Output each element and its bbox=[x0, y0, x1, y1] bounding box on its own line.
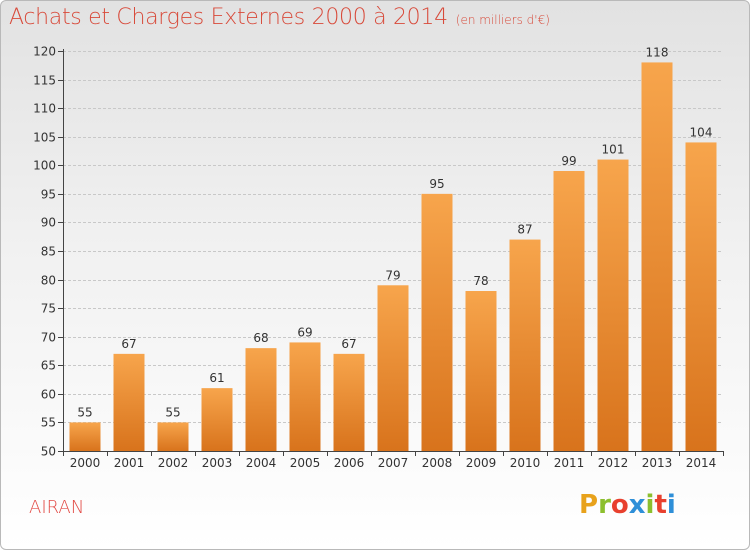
bar bbox=[421, 193, 453, 451]
logo-letter: t bbox=[654, 490, 667, 520]
x-tick-label: 2009 bbox=[466, 456, 497, 470]
chart-unit: (en milliers d'€) bbox=[455, 13, 550, 27]
data-label: 79 bbox=[385, 268, 400, 282]
bar bbox=[509, 239, 541, 451]
logo-letter: r bbox=[598, 490, 611, 520]
bar bbox=[289, 342, 321, 451]
y-tick-label: 75 bbox=[41, 302, 56, 316]
y-tick-label: 50 bbox=[41, 445, 56, 459]
x-tick-label: 2001 bbox=[114, 456, 145, 470]
x-tick-label: 2007 bbox=[378, 456, 409, 470]
x-tick-label: 2014 bbox=[686, 456, 717, 470]
x-tick-label: 2011 bbox=[554, 456, 585, 470]
data-label: 67 bbox=[121, 337, 136, 351]
data-label: 118 bbox=[646, 45, 669, 59]
y-tick-label: 100 bbox=[33, 159, 56, 173]
y-tick-label: 95 bbox=[41, 188, 56, 202]
data-label: 99 bbox=[561, 154, 576, 168]
y-tick-label: 70 bbox=[41, 331, 56, 345]
bar bbox=[597, 159, 629, 452]
logo-letter: i bbox=[645, 490, 655, 520]
data-label: 87 bbox=[517, 223, 532, 237]
x-tick-label: 2010 bbox=[510, 456, 541, 470]
data-label: 61 bbox=[209, 371, 224, 385]
bar bbox=[553, 171, 585, 451]
bar bbox=[245, 348, 277, 451]
x-tick-label: 2008 bbox=[422, 456, 453, 470]
bar bbox=[641, 62, 673, 452]
place-name: AIRAN bbox=[29, 497, 85, 518]
chart-title: Achats et Charges Externes 2000 à 2014 (e… bbox=[9, 5, 550, 30]
x-tick-label: 2005 bbox=[290, 456, 321, 470]
logo-letter: o bbox=[610, 490, 629, 520]
y-tick-label: 65 bbox=[41, 359, 56, 373]
bar bbox=[465, 291, 497, 451]
x-tick-label: 2002 bbox=[158, 456, 189, 470]
y-tick-label: 105 bbox=[33, 131, 56, 145]
bar bbox=[685, 142, 717, 451]
bar bbox=[69, 422, 101, 451]
x-tick-label: 2012 bbox=[598, 456, 629, 470]
x-tick-label: 2013 bbox=[642, 456, 673, 470]
proxiti-logo: Proxiti bbox=[579, 490, 676, 520]
data-label: 104 bbox=[690, 125, 713, 139]
x-tick-label: 2000 bbox=[70, 456, 101, 470]
logo-letter: P bbox=[579, 490, 599, 520]
y-tick-label: 120 bbox=[33, 45, 56, 59]
data-label: 68 bbox=[253, 331, 268, 345]
data-label: 55 bbox=[77, 405, 92, 419]
data-label: 78 bbox=[473, 274, 488, 288]
bar bbox=[377, 285, 409, 451]
data-labels: 55 67 55 61 68 69 67 79 95 78 87 99 101 118 104 bbox=[77, 45, 712, 419]
data-label: 67 bbox=[341, 337, 356, 351]
bar bbox=[113, 353, 145, 451]
chart-title-text: Achats et Charges Externes 2000 à 2014 bbox=[9, 5, 448, 30]
data-label: 95 bbox=[429, 177, 444, 191]
y-tick-label: 110 bbox=[33, 102, 56, 116]
data-label: 55 bbox=[165, 405, 180, 419]
logo-letter: x bbox=[628, 490, 646, 520]
x-tick-label: 2006 bbox=[334, 456, 365, 470]
y-tick-label: 90 bbox=[41, 216, 56, 230]
bar bbox=[157, 422, 189, 451]
bars bbox=[69, 62, 717, 452]
y-tick-label: 55 bbox=[41, 416, 56, 430]
data-label: 101 bbox=[602, 143, 625, 157]
x-tick-label: 2003 bbox=[202, 456, 233, 470]
bar bbox=[333, 353, 365, 451]
y-tick-label: 80 bbox=[41, 274, 56, 288]
y-tick-label: 115 bbox=[33, 74, 56, 88]
data-label: 69 bbox=[297, 325, 312, 339]
bar bbox=[201, 388, 233, 451]
logo-letter: i bbox=[666, 490, 676, 520]
y-tick-label: 85 bbox=[41, 245, 56, 259]
y-tick-label: 60 bbox=[41, 388, 56, 402]
x-tick-label: 2004 bbox=[246, 456, 277, 470]
axes: 50 55 60 65 70 75 80 85 90 95 100 105 110 115 120 2000 2… bbox=[33, 45, 724, 470]
